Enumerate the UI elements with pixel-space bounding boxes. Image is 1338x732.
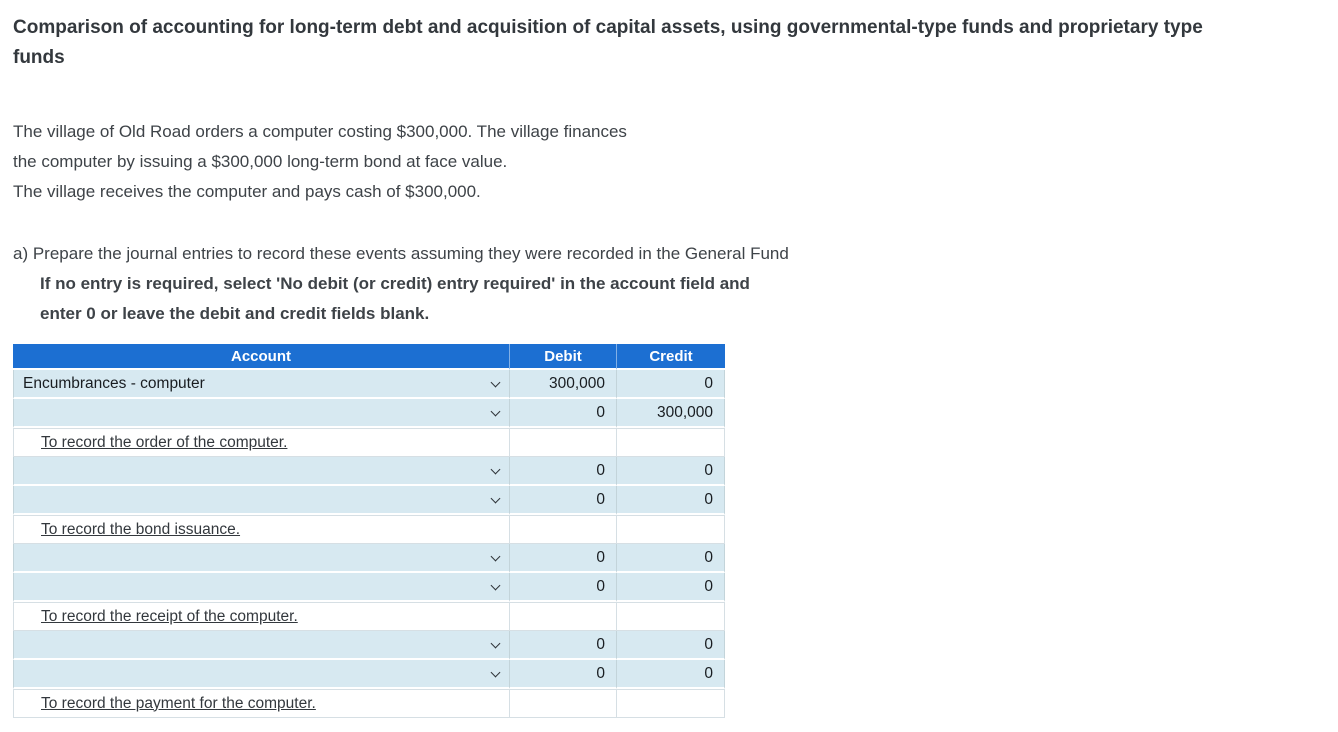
no-entry-note: If no entry is required, select 'No debi… [40, 269, 1325, 329]
memo-row: To record the order of the computer. [13, 428, 725, 457]
debit-input[interactable]: 0 [510, 573, 617, 602]
memo-cell: To record the payment for the computer. [13, 689, 510, 718]
credit-input[interactable]: 0 [617, 573, 725, 602]
chevron-down-icon [490, 551, 501, 561]
journal-entry-row: 0 300,000 [13, 399, 725, 428]
account-select[interactable] [13, 399, 510, 428]
scenario-line: The village of Old Road orders a compute… [13, 122, 627, 141]
debit-input[interactable]: 0 [510, 486, 617, 515]
memo-row: To record the bond issuance. [13, 515, 725, 544]
account-select[interactable] [13, 486, 510, 515]
journal-entries-table: Account Debit Credit Encumbrances - comp… [13, 344, 725, 718]
account-select[interactable] [13, 660, 510, 689]
account-select[interactable] [13, 631, 510, 660]
debit-input[interactable]: 0 [510, 631, 617, 660]
credit-input[interactable]: 0 [617, 370, 725, 399]
credit-input[interactable]: 0 [617, 486, 725, 515]
memo-text: To record the receipt of the computer. [41, 607, 298, 625]
column-header-credit: Credit [617, 344, 725, 370]
page-title-line: funds [13, 47, 65, 68]
debit-input[interactable]: 300,000 [510, 370, 617, 399]
scenario-text: The village of Old Road orders a compute… [13, 117, 1325, 207]
memo-empty-debit-cell [510, 602, 617, 631]
chevron-down-icon [490, 377, 501, 387]
memo-cell: To record the order of the computer. [13, 428, 510, 457]
memo-empty-debit-cell [510, 515, 617, 544]
account-select[interactable] [13, 573, 510, 602]
credit-input[interactable]: 300,000 [617, 399, 725, 428]
account-select-value: Encumbrances - computer [23, 374, 205, 392]
account-select[interactable]: Encumbrances - computer [13, 370, 510, 399]
page-title-line: Comparison of accounting for long-term d… [13, 17, 1203, 38]
credit-input[interactable]: 0 [617, 544, 725, 573]
table-header-row: Account Debit Credit [13, 344, 725, 370]
memo-text: To record the order of the computer. [41, 433, 288, 451]
memo-empty-credit-cell [617, 515, 725, 544]
scenario-line: the computer by issuing a $300,000 long-… [13, 152, 508, 171]
chevron-down-icon [490, 638, 501, 648]
page-title: Comparison of accounting for long-term d… [13, 13, 1325, 73]
column-header-account: Account [13, 344, 510, 370]
chevron-down-icon [490, 667, 501, 677]
memo-text: To record the payment for the computer. [41, 694, 316, 712]
memo-cell: To record the receipt of the computer. [13, 602, 510, 631]
part-a-instruction: a) Prepare the journal entries to record… [13, 244, 789, 263]
credit-input[interactable]: 0 [617, 457, 725, 486]
memo-empty-credit-cell [617, 428, 725, 457]
memo-cell: To record the bond issuance. [13, 515, 510, 544]
column-header-debit: Debit [510, 344, 617, 370]
chevron-down-icon [490, 580, 501, 590]
debit-input[interactable]: 0 [510, 399, 617, 428]
memo-empty-debit-cell [510, 689, 617, 718]
scenario-line: The village receives the computer and pa… [13, 182, 481, 201]
chevron-down-icon [490, 464, 501, 474]
debit-input[interactable]: 0 [510, 660, 617, 689]
chevron-down-icon [490, 406, 501, 416]
credit-input[interactable]: 0 [617, 660, 725, 689]
account-select[interactable] [13, 457, 510, 486]
memo-text: To record the bond issuance. [41, 520, 241, 538]
memo-row: To record the receipt of the computer. [13, 602, 725, 631]
memo-row: To record the payment for the computer. [13, 689, 725, 718]
no-entry-note-line: If no entry is required, select 'No debi… [40, 274, 750, 293]
account-select[interactable] [13, 544, 510, 573]
debit-input[interactable]: 0 [510, 457, 617, 486]
memo-empty-debit-cell [510, 428, 617, 457]
journal-entry-row: Encumbrances - computer 300,000 0 [13, 370, 725, 399]
credit-input[interactable]: 0 [617, 631, 725, 660]
no-entry-note-line: enter 0 or leave the debit and credit fi… [40, 304, 430, 323]
chevron-down-icon [490, 493, 501, 503]
memo-empty-credit-cell [617, 602, 725, 631]
memo-empty-credit-cell [617, 689, 725, 718]
debit-input[interactable]: 0 [510, 544, 617, 573]
